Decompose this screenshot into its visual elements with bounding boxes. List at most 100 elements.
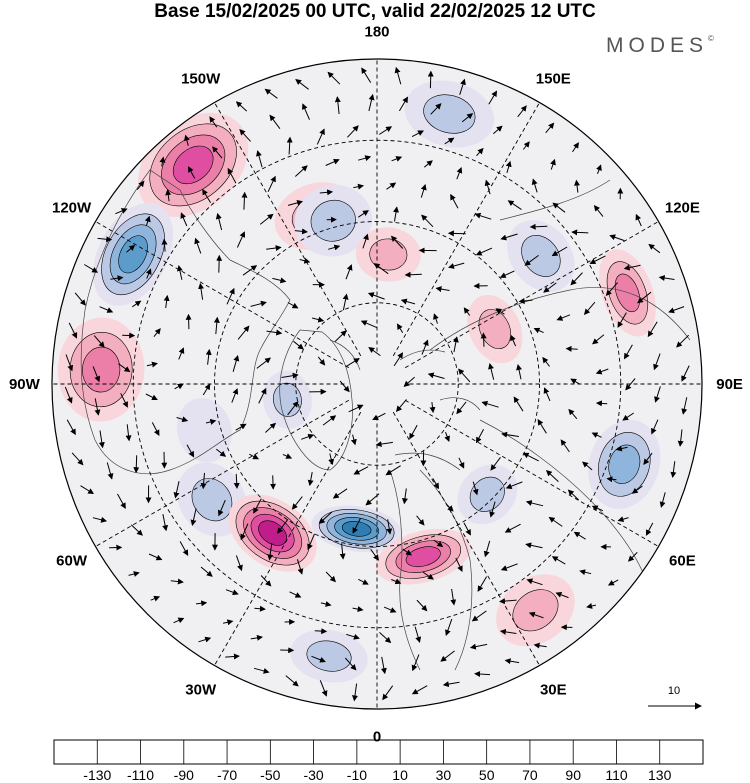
wind-arrow — [352, 683, 358, 702]
wind-arrow — [380, 656, 387, 675]
wind-arrow — [570, 272, 583, 286]
wind-arrow — [148, 553, 163, 561]
wind-arrow — [635, 213, 642, 227]
wind-arrow — [66, 419, 76, 436]
wind-arrow — [383, 606, 397, 613]
wind-arrow — [295, 78, 309, 90]
wind-arrow — [522, 452, 539, 462]
wind-arrow — [579, 569, 592, 576]
wind-arrow — [92, 366, 101, 383]
anomaly-contour — [608, 444, 641, 484]
wind-arrow — [358, 210, 369, 218]
wind-arrow — [571, 229, 589, 236]
colorbar-tick-label: -90 — [174, 767, 194, 783]
wind-arrow — [286, 136, 293, 155]
anomaly-contour — [306, 640, 352, 672]
wind-arrow — [307, 472, 314, 487]
wind-arrow — [637, 291, 652, 304]
wind-arrow — [339, 543, 346, 560]
wind-arrow — [396, 323, 404, 334]
wind-arrow — [448, 262, 465, 269]
wind-arrow — [382, 685, 394, 701]
wind-arrow — [394, 66, 402, 85]
wind-arrow — [617, 516, 629, 523]
wind-arrow — [459, 78, 466, 95]
wind-arrow — [222, 619, 234, 626]
wind-arrow — [421, 339, 429, 355]
wind-arrow — [145, 393, 158, 401]
wind-arrow — [265, 422, 277, 433]
wind-arrow — [360, 320, 377, 329]
anomaly-center — [262, 370, 312, 429]
anomaly-center — [467, 294, 523, 364]
colorbar-tick-label: 30 — [436, 767, 452, 783]
wind-arrow — [430, 103, 442, 115]
wind-arrow — [401, 488, 408, 505]
wind-arrow — [659, 492, 666, 508]
wind-arrow — [293, 340, 304, 350]
wind-arrow — [495, 308, 505, 315]
wind-arrow — [212, 146, 223, 159]
wind-arrow — [256, 357, 271, 369]
wind-arrow — [237, 325, 250, 340]
wind-arrow — [84, 264, 99, 273]
wind-arrow — [145, 268, 152, 279]
wind-arrow — [543, 282, 557, 293]
brand-mark: © — [708, 34, 714, 43]
wind-arrow — [551, 246, 568, 257]
wind-arrow — [334, 330, 347, 342]
wind-arrow — [516, 364, 522, 380]
wind-arrow — [386, 519, 393, 535]
wind-arrow — [606, 476, 617, 483]
longitude-label: 150E — [536, 71, 571, 88]
wind-arrow — [217, 499, 226, 517]
wind-arrow — [653, 353, 661, 371]
wind-arrow — [445, 503, 454, 512]
wind-arrow — [267, 175, 276, 193]
wind-arrow — [444, 137, 455, 145]
anomaly-contour — [172, 145, 214, 185]
wind-arrow — [317, 356, 326, 366]
wind-arrow — [250, 300, 267, 307]
colorbar-tick-label: 70 — [522, 767, 538, 783]
wind-arrow — [319, 189, 334, 196]
wind-arrow — [505, 481, 523, 489]
wind-arrow — [250, 634, 263, 641]
wind-arrow — [483, 540, 491, 558]
wind-arrow — [264, 88, 278, 99]
wind-arrow — [596, 164, 602, 174]
wind-arrow — [386, 182, 397, 190]
longitude-label: 150W — [181, 71, 221, 88]
wind-arrow — [481, 400, 499, 408]
wind-arrow — [545, 470, 559, 482]
wind-vectors — [64, 66, 690, 702]
wind-arrow — [617, 312, 627, 328]
wind-arrow — [471, 610, 487, 622]
wind-arrow — [165, 189, 172, 202]
anomaly-field — [52, 59, 702, 709]
colorbar-tick-label: -10 — [347, 767, 367, 783]
wind-arrow — [429, 402, 436, 414]
wind-arrow — [307, 533, 315, 551]
wind-arrow — [589, 255, 606, 264]
wind-arrow — [643, 452, 653, 466]
wind-arrow — [195, 600, 208, 607]
wind-arrow — [347, 125, 359, 138]
wind-arrow — [654, 386, 661, 403]
wind-arrow — [353, 183, 364, 190]
wind-arrow — [551, 556, 566, 565]
wind-arrow — [289, 591, 302, 598]
wind-arrow — [404, 271, 422, 278]
anomaly-center — [57, 317, 145, 422]
wind-arrow — [205, 418, 217, 425]
north-america-coast — [80, 169, 291, 474]
wind-arrow — [572, 142, 579, 153]
wind-arrow — [126, 244, 136, 253]
wind-arrow — [285, 675, 299, 687]
wind-arrow — [542, 356, 550, 367]
colorbar: -130 -110 -90 -70 -50 -30 -10 10 30 50 70 90 110 130 — [53, 739, 704, 783]
wind-arrow — [186, 444, 195, 458]
wind-arrow — [352, 606, 364, 613]
colorbar-tick-label: 90 — [565, 767, 581, 783]
wind-arrow — [393, 352, 404, 367]
